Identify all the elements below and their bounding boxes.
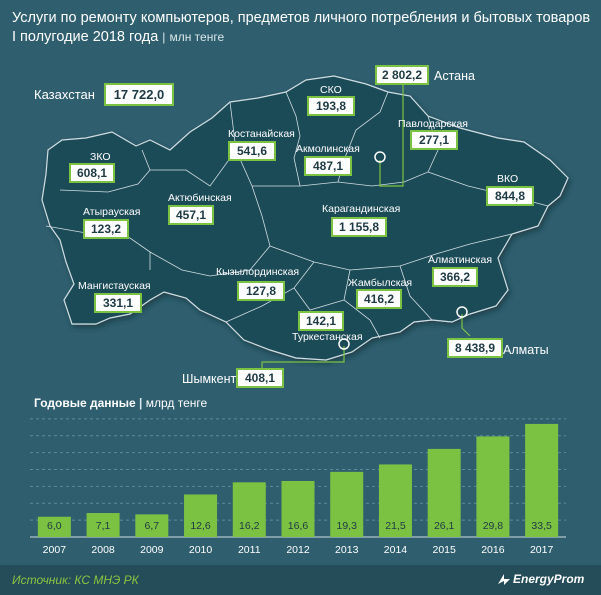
title-line-2: I полугодие 2018 года | млн тенге: [12, 29, 224, 45]
x-tick-label: 2012: [286, 544, 310, 556]
bar-value-label: 7,1: [96, 520, 111, 532]
region-label-atyrau: Атырауская: [83, 206, 141, 218]
shymkent-marker: [338, 338, 350, 350]
region-value-zhambyl: 416,2: [356, 289, 402, 309]
region-value-atyrau: 123,2: [83, 219, 129, 239]
bar-2009: [135, 514, 169, 537]
x-tick-label: 2011: [238, 544, 261, 556]
region-value-shymkent: 408,1: [236, 368, 284, 388]
region-value-almaty-city: 8 438,9: [447, 338, 503, 358]
region-label-pavlodar: Павлодарская: [398, 118, 468, 130]
region-label-zko: ЗКО: [90, 151, 111, 163]
bar-value-label: 12,6: [190, 520, 211, 532]
region-label-akmola: Акмолинская: [296, 143, 360, 155]
bar-2013: [330, 471, 364, 537]
region-value-astana: 2 802,2: [375, 65, 429, 85]
bar-value-label: 6,0: [47, 520, 62, 532]
x-tick-label: 2015: [433, 544, 457, 556]
region-label-aktobe: Актюбинская: [168, 192, 232, 204]
bar-2007: [37, 516, 71, 537]
bar-value-label: 29,8: [483, 520, 504, 532]
x-tick-label: 2017: [530, 544, 554, 556]
bar-2016: [476, 436, 510, 537]
bar-2017: [525, 423, 559, 537]
region-value-karaganda: 1 155,8: [331, 217, 387, 237]
energyprom-logo-icon: [498, 574, 510, 585]
title-line-1: Услуги по ремонту компьютеров, предметов…: [12, 10, 591, 26]
region-label-kostanay: Костанайская: [228, 128, 295, 140]
x-tick-label: 2010: [189, 544, 213, 556]
x-tick-label: 2016: [481, 544, 505, 556]
region-value-pavlodar: 277,1: [410, 130, 458, 150]
region-label-astana: Астана: [434, 69, 475, 83]
x-tick-label: 2014: [384, 544, 408, 556]
bar-value-label: 21,5: [385, 520, 406, 532]
bar-2008: [86, 513, 120, 537]
bar-value-label: 33,5: [531, 520, 552, 532]
region-value-akmola: 487,1: [304, 156, 352, 176]
bar-2011: [232, 482, 266, 537]
leader-lines: [261, 82, 471, 372]
period-label: I полугодие 2018 года: [12, 29, 159, 45]
x-tick-label: 2007: [43, 544, 67, 556]
region-label-mangistau: Мангистауская: [78, 280, 151, 292]
chart-title: Годовые данные | млрд тенге: [34, 396, 207, 410]
region-value-zko: 608,1: [69, 163, 115, 183]
x-tick-label: 2009: [140, 544, 164, 556]
region-value-turkestan: 142,1: [298, 311, 344, 331]
astana-marker: [374, 151, 386, 163]
bar-value-label: 26,1: [434, 520, 455, 532]
region-label-kyzylorda: Кызылординская: [216, 266, 300, 278]
region-label-karaganda: Карагандинская: [322, 203, 401, 215]
annual-bar-chart: 6,0 2007 7,1 2008 6,7 2009 12,6 2010 16,2 2011 16,…: [30, 418, 566, 556]
region-value-vko: 844,8: [486, 186, 534, 206]
title-unit: млн тенге: [169, 30, 225, 44]
x-tick-label: 2013: [335, 544, 359, 556]
country-value: 17 722,0: [104, 83, 174, 106]
almaty-marker: [456, 306, 468, 318]
region-value-kostanay: 541,6: [228, 141, 276, 161]
bar-2015: [427, 448, 461, 537]
bar-2010: [184, 494, 218, 537]
region-label-sko: СКО: [320, 84, 342, 96]
x-tick-label: 2008: [91, 544, 115, 556]
bar-2012: [281, 480, 315, 537]
chart-title-text: Годовые данные: [34, 396, 136, 410]
region-label-almaty-region: Алматинская: [428, 254, 493, 266]
region-label-turkestan: Туркестанская: [292, 331, 363, 343]
region-value-mangistau: 331,1: [94, 293, 142, 313]
brand-logo: EnergyProm: [513, 572, 585, 586]
region-label-vko: ВКО: [497, 173, 519, 185]
bar-value-label: 19,3: [337, 520, 358, 532]
region-label-almaty-city: Алматы: [503, 343, 549, 357]
chart-title-separator: |: [139, 396, 143, 410]
title-separator: |: [162, 30, 166, 44]
chart-unit: млрд тенге: [145, 396, 208, 410]
country-label: Казахстан: [34, 87, 95, 102]
bar-value-label: 16,6: [288, 520, 309, 532]
source-note: Источник: КС МНЭ РК: [12, 573, 139, 587]
region-value-kyzylorda: 127,8: [237, 281, 285, 301]
bar-2014: [378, 464, 412, 537]
bar-value-label: 6,7: [145, 520, 160, 532]
region-value-sko: 193,8: [307, 96, 355, 116]
region-value-almaty-region: 366,2: [432, 267, 478, 287]
region-label-shymkent: Шымкент: [182, 372, 237, 386]
bar-value-label: 16,2: [239, 520, 260, 532]
region-value-aktobe: 457,1: [168, 205, 214, 225]
region-label-zhambyl: Жамбылская: [348, 277, 413, 289]
